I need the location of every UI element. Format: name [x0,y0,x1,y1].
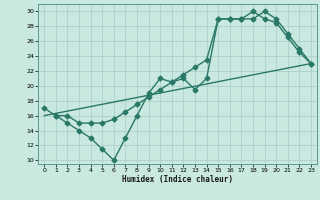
X-axis label: Humidex (Indice chaleur): Humidex (Indice chaleur) [122,175,233,184]
